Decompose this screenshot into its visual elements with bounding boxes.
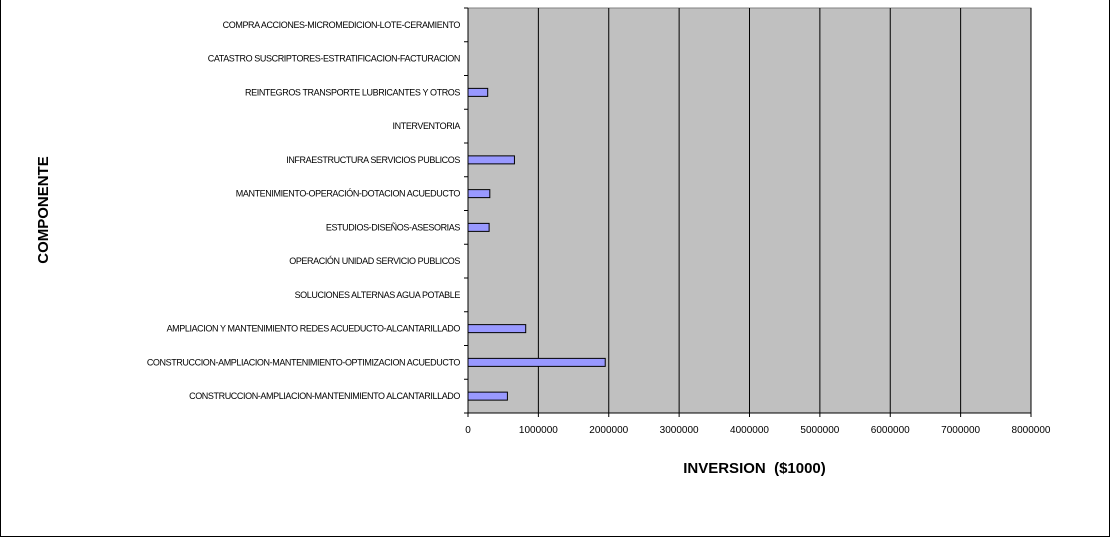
category-label: ESTUDIOS-DISEÑOS-ASESORIAS [326, 222, 461, 232]
category-label: MANTENIMIENTO-OPERACIÓN-DOTACION ACUEDUC… [236, 189, 461, 199]
x-tick-label: 8000000 [1012, 425, 1051, 436]
y-axis-title: COMPONENTE [35, 156, 52, 264]
bar [467, 391, 508, 401]
category-label: COMPRA ACCIONES-MICROMEDICION-LOTE-CERAM… [223, 20, 461, 30]
x-tick-label: 6000000 [871, 425, 910, 436]
x-tick-label: 5000000 [800, 425, 839, 436]
category-label: REINTEGROS TRANSPORTE LUBRICANTES Y OTRO… [245, 87, 460, 97]
bar [467, 222, 490, 232]
x-tick-label: 0 [465, 425, 471, 436]
x-tick-label: 7000000 [941, 425, 980, 436]
bar [467, 155, 515, 165]
category-label: CATASTRO SUSCRIPTORES-ESTRATIFICACION-FA… [208, 54, 460, 64]
bar [467, 189, 491, 199]
category-label: SOLUCIONES ALTERNAS AGUA POTABLE [295, 290, 461, 300]
category-label: AMPLIACION Y MANTENIMIENTO REDES ACUEDUC… [167, 324, 461, 334]
bar [467, 357, 606, 367]
bar [467, 87, 489, 97]
x-tick-label: 2000000 [589, 425, 628, 436]
bar [467, 324, 527, 334]
x-tick-label: 3000000 [660, 425, 699, 436]
category-label: INFRAESTRUCTURA SERVICIOS PUBLICOS [286, 155, 460, 165]
category-label: CONSTRUCCION-AMPLIACION-MANTENIMIENTO-OP… [147, 357, 461, 367]
category-label: OPERACIÓN UNIDAD SERVICIO PUBLICOS [289, 256, 460, 266]
category-label: CONSTRUCCION-AMPLIACION-MANTENIMIENTO AL… [189, 391, 460, 401]
x-tick-label: 4000000 [730, 425, 769, 436]
category-label: INTERVENTORIA [393, 121, 461, 131]
x-tick-label: 1000000 [519, 425, 558, 436]
x-axis-title: INVERSION ($1000) [683, 460, 826, 477]
